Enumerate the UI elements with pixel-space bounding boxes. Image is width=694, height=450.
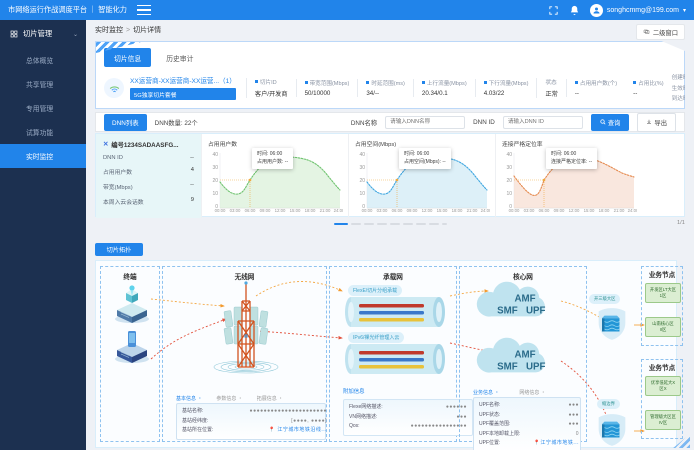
svg-text:09:00: 09:00 (260, 208, 271, 212)
svg-text:06:00: 06:00 (392, 208, 403, 212)
svg-text:21:00: 21:00 (614, 208, 625, 212)
svg-text:18:00: 18:00 (305, 208, 316, 212)
svg-text:12:00: 12:00 (569, 208, 580, 212)
svg-text:10: 10 (359, 191, 365, 197)
svg-text:AMF: AMF (515, 293, 536, 304)
svg-text:09:00: 09:00 (554, 208, 565, 212)
svg-text:24:00: 24:00 (334, 208, 343, 212)
svg-text:18:00: 18:00 (452, 208, 463, 212)
svg-text:40: 40 (212, 152, 218, 158)
svg-text:09:00: 09:00 (407, 208, 418, 212)
svg-text:15:00: 15:00 (290, 208, 301, 212)
svg-text:24:00: 24:00 (481, 208, 490, 212)
svg-text:00:00: 00:00 (362, 208, 373, 212)
svg-text:24:00: 24:00 (628, 208, 637, 212)
svg-text:03:00: 03:00 (524, 208, 535, 212)
svg-text:18:00: 18:00 (599, 208, 610, 212)
svg-text:00:00: 00:00 (509, 208, 520, 212)
svg-text:UPF: UPF (526, 362, 546, 373)
svg-text:03:00: 03:00 (377, 208, 388, 212)
svg-text:15:00: 15:00 (584, 208, 595, 212)
svg-text:03:00: 03:00 (230, 208, 241, 212)
svg-text:21:00: 21:00 (320, 208, 331, 212)
svg-text:20: 20 (212, 178, 218, 184)
svg-text:06:00: 06:00 (539, 208, 550, 212)
svg-text:21:00: 21:00 (467, 208, 478, 212)
svg-text:30: 30 (359, 165, 365, 171)
svg-text:UPF: UPF (526, 306, 546, 317)
svg-text:20: 20 (506, 178, 512, 184)
svg-text:AMF: AMF (515, 349, 536, 360)
svg-text:06:00: 06:00 (245, 208, 256, 212)
svg-text:10: 10 (212, 191, 218, 197)
svg-text:12:00: 12:00 (275, 208, 286, 212)
svg-text:12:00: 12:00 (422, 208, 433, 212)
svg-text:00:00: 00:00 (215, 208, 226, 212)
svg-text:15:00: 15:00 (437, 208, 448, 212)
svg-text:30: 30 (506, 165, 512, 171)
svg-text:40: 40 (359, 152, 365, 158)
svg-text:SMF: SMF (497, 362, 518, 373)
svg-text:SMF: SMF (497, 306, 518, 317)
svg-text:10: 10 (506, 191, 512, 197)
svg-text:20: 20 (359, 178, 365, 184)
svg-text:40: 40 (506, 152, 512, 158)
svg-text:30: 30 (212, 165, 218, 171)
